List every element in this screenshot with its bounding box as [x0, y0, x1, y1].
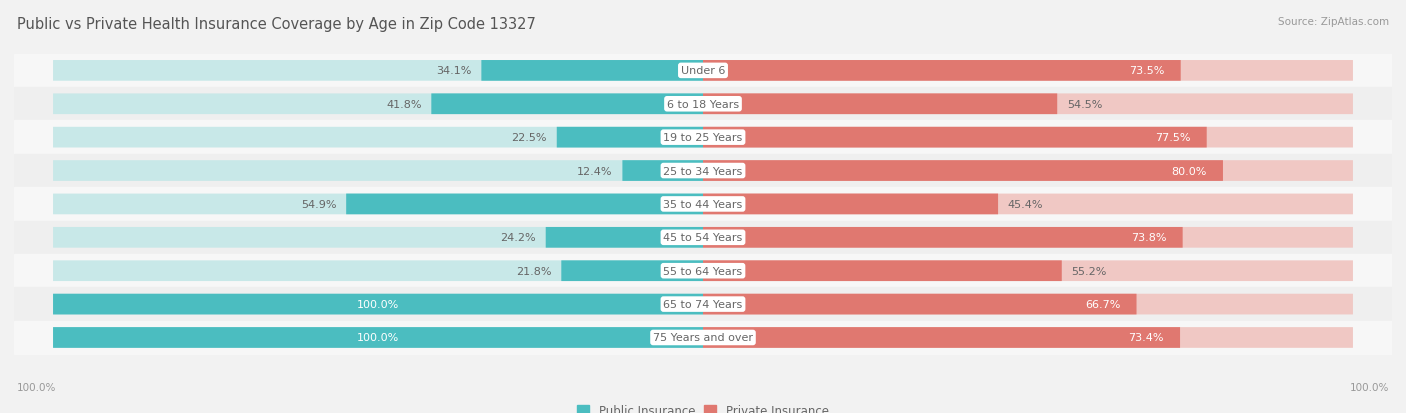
Text: 54.5%: 54.5% [1067, 100, 1102, 109]
Text: 100.0%: 100.0% [357, 299, 399, 309]
Text: 55 to 64 Years: 55 to 64 Years [664, 266, 742, 276]
FancyBboxPatch shape [53, 161, 703, 181]
FancyBboxPatch shape [53, 294, 703, 315]
FancyBboxPatch shape [703, 328, 1180, 348]
Text: 100.0%: 100.0% [357, 333, 399, 343]
Text: 41.8%: 41.8% [387, 100, 422, 109]
FancyBboxPatch shape [481, 61, 703, 81]
Bar [14, 88, 1392, 121]
FancyBboxPatch shape [53, 261, 703, 281]
Text: 25 to 34 Years: 25 to 34 Years [664, 166, 742, 176]
Bar [14, 121, 1392, 154]
Text: 12.4%: 12.4% [576, 166, 613, 176]
Text: 35 to 44 Years: 35 to 44 Years [664, 199, 742, 209]
FancyBboxPatch shape [703, 161, 1353, 181]
FancyBboxPatch shape [546, 228, 703, 248]
Bar [14, 321, 1392, 354]
Text: 73.4%: 73.4% [1128, 333, 1164, 343]
Bar [14, 188, 1392, 221]
Text: 34.1%: 34.1% [436, 66, 471, 76]
Text: 75 Years and over: 75 Years and over [652, 333, 754, 343]
FancyBboxPatch shape [53, 94, 703, 115]
FancyBboxPatch shape [703, 261, 1062, 281]
Text: 100.0%: 100.0% [17, 382, 56, 392]
FancyBboxPatch shape [703, 161, 1223, 181]
FancyBboxPatch shape [703, 228, 1353, 248]
Text: 45.4%: 45.4% [1008, 199, 1043, 209]
FancyBboxPatch shape [703, 261, 1353, 281]
FancyBboxPatch shape [703, 128, 1206, 148]
Bar [14, 55, 1392, 88]
FancyBboxPatch shape [53, 228, 703, 248]
Text: Under 6: Under 6 [681, 66, 725, 76]
FancyBboxPatch shape [703, 328, 1353, 348]
Text: 73.5%: 73.5% [1129, 66, 1164, 76]
FancyBboxPatch shape [703, 128, 1353, 148]
Text: 80.0%: 80.0% [1171, 166, 1206, 176]
Text: 21.8%: 21.8% [516, 266, 551, 276]
Text: 54.9%: 54.9% [301, 199, 336, 209]
Text: 22.5%: 22.5% [512, 133, 547, 143]
FancyBboxPatch shape [53, 328, 703, 348]
Bar [14, 154, 1392, 188]
FancyBboxPatch shape [703, 194, 1353, 215]
FancyBboxPatch shape [623, 161, 703, 181]
Legend: Public Insurance, Private Insurance: Public Insurance, Private Insurance [572, 399, 834, 413]
FancyBboxPatch shape [703, 228, 1182, 248]
FancyBboxPatch shape [703, 94, 1353, 115]
FancyBboxPatch shape [557, 128, 703, 148]
FancyBboxPatch shape [703, 294, 1136, 315]
Text: Source: ZipAtlas.com: Source: ZipAtlas.com [1278, 17, 1389, 26]
Text: 55.2%: 55.2% [1071, 266, 1107, 276]
Text: Public vs Private Health Insurance Coverage by Age in Zip Code 13327: Public vs Private Health Insurance Cover… [17, 17, 536, 31]
Bar [14, 254, 1392, 288]
FancyBboxPatch shape [703, 194, 998, 215]
FancyBboxPatch shape [53, 194, 703, 215]
FancyBboxPatch shape [561, 261, 703, 281]
FancyBboxPatch shape [346, 194, 703, 215]
FancyBboxPatch shape [432, 94, 703, 115]
FancyBboxPatch shape [703, 294, 1353, 315]
Text: 73.8%: 73.8% [1130, 233, 1167, 243]
Text: 65 to 74 Years: 65 to 74 Years [664, 299, 742, 309]
Text: 45 to 54 Years: 45 to 54 Years [664, 233, 742, 243]
FancyBboxPatch shape [53, 328, 703, 348]
Bar [14, 288, 1392, 321]
Text: 100.0%: 100.0% [1350, 382, 1389, 392]
FancyBboxPatch shape [703, 61, 1181, 81]
Text: 66.7%: 66.7% [1085, 299, 1121, 309]
FancyBboxPatch shape [703, 61, 1353, 81]
FancyBboxPatch shape [53, 128, 703, 148]
Bar [14, 221, 1392, 254]
Text: 77.5%: 77.5% [1154, 133, 1191, 143]
Text: 19 to 25 Years: 19 to 25 Years [664, 133, 742, 143]
FancyBboxPatch shape [53, 61, 703, 81]
Text: 6 to 18 Years: 6 to 18 Years [666, 100, 740, 109]
FancyBboxPatch shape [53, 294, 703, 315]
Text: 24.2%: 24.2% [501, 233, 536, 243]
FancyBboxPatch shape [703, 94, 1057, 115]
